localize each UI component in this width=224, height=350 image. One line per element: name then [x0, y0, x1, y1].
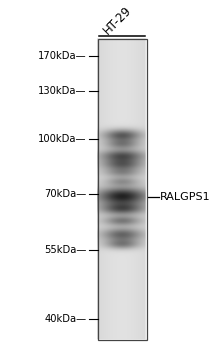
Text: 130kDa—: 130kDa—: [38, 86, 86, 96]
Text: 100kDa—: 100kDa—: [38, 134, 86, 144]
Text: 55kDa—: 55kDa—: [44, 245, 86, 256]
Text: 70kDa—: 70kDa—: [44, 189, 86, 199]
Text: RALGPS1: RALGPS1: [160, 192, 211, 202]
Bar: [98, 39, 146, 340]
Text: 40kDa—: 40kDa—: [44, 314, 86, 324]
Text: 170kDa—: 170kDa—: [38, 51, 86, 61]
Text: HT-29: HT-29: [101, 4, 134, 37]
